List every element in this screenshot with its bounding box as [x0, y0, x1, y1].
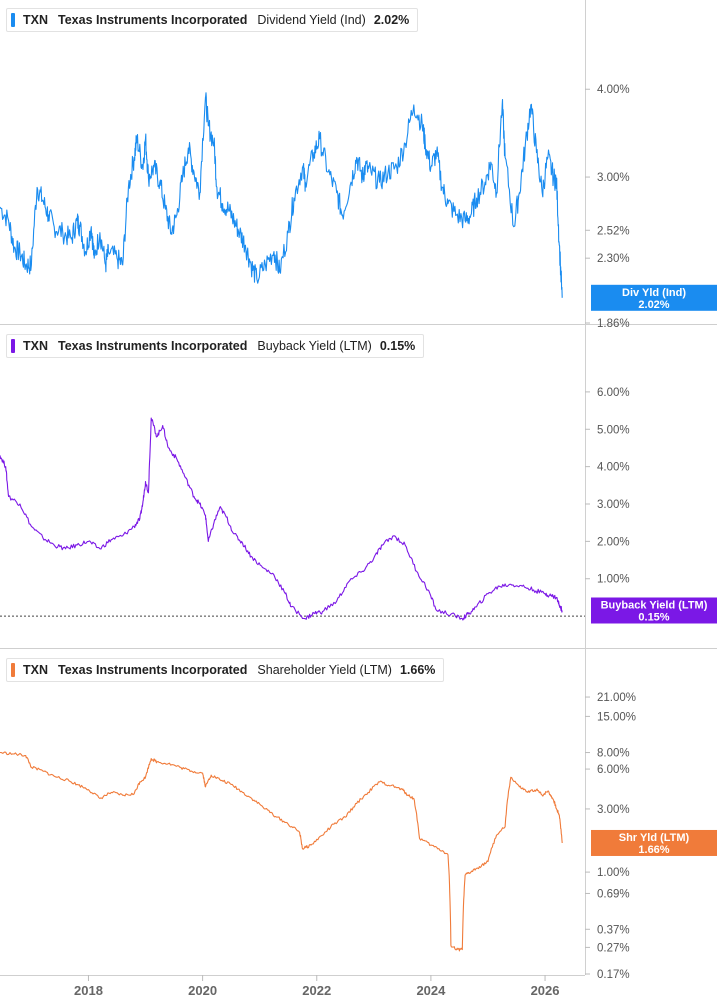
legend-ticker: TXN: [23, 663, 48, 677]
legend-ticker: TXN: [23, 13, 48, 27]
series-line: [0, 417, 563, 621]
badge-value: 2.02%: [638, 299, 669, 311]
y-tick-label: 3.00%: [597, 172, 630, 184]
last-value-badge: [591, 597, 717, 624]
x-tick-label: 2018: [74, 983, 103, 998]
legend-value: 2.02%: [373, 13, 410, 27]
y-tick-label: 2.30%: [597, 253, 630, 265]
y-tick-label: 2.00%: [597, 536, 630, 548]
y-tick-label: 0.37%: [597, 924, 630, 936]
y-tick-label: 3.00%: [597, 499, 630, 511]
legend-company: Texas Instruments Incorporated: [58, 339, 248, 353]
badge-label: Div Yld (Ind): [622, 287, 686, 299]
y-tick-label: 0.17%: [597, 969, 630, 981]
series-line: [0, 751, 563, 952]
y-tick-label: 21.00%: [597, 692, 636, 704]
y-tick-label: 3.00%: [597, 804, 630, 816]
series-layer: [0, 92, 563, 952]
badges-layer: Div Yld (Ind)2.02% Buyback Yield (LTM)0.1…: [591, 284, 717, 856]
y-tick-label: 6.00%: [597, 387, 630, 399]
y-tick-label: 0.27%: [597, 942, 630, 954]
y-tick-label: 15.00%: [597, 711, 636, 723]
legend-company: Texas Instruments Incorporated: [58, 13, 248, 27]
legend-value: 1.66%: [399, 663, 436, 677]
y-tick-label: 1.00%: [597, 867, 630, 879]
legend-metric: Dividend Yield (Ind): [257, 13, 366, 27]
legend-shareholder-yield[interactable]: TXN Texas Instruments Incorporated Share…: [6, 658, 445, 682]
legend-metric: Buyback Yield (LTM): [257, 339, 372, 353]
legend-value: 0.15%: [379, 339, 416, 353]
y-tick-label: 4.00%: [597, 462, 630, 474]
legend-swatch: [11, 13, 15, 27]
last-value-badge: [591, 829, 717, 856]
y-tick-label: 5.00%: [597, 424, 630, 436]
y-tick-label: 1.86%: [597, 318, 630, 330]
y-tick-label: 8.00%: [597, 748, 630, 760]
y-tick-label: 2.52%: [597, 225, 630, 237]
legend-swatch: [11, 663, 15, 677]
y-tick-label: 6.00%: [597, 764, 630, 776]
x-tick-label: 2024: [416, 983, 446, 998]
x-tick-label: 2020: [188, 983, 217, 998]
y-tick-label: 0.69%: [597, 888, 630, 900]
series-line: [0, 92, 563, 298]
y-tick-label: 1.00%: [597, 574, 630, 586]
badge-label: Shr Yld (LTM): [619, 832, 690, 844]
x-tick-label: 2022: [302, 983, 331, 998]
y-tick-label: 4.00%: [597, 84, 630, 96]
legend-dividend-yield[interactable]: TXN Texas Instruments Incorporated Divid…: [6, 8, 419, 32]
badge-value: 1.66%: [638, 844, 669, 856]
legend-swatch: [11, 339, 15, 353]
legend-ticker: TXN: [23, 339, 48, 353]
legend-company: Texas Instruments Incorporated: [58, 663, 248, 677]
legend-metric: Shareholder Yield (LTM): [257, 663, 392, 677]
last-value-badge: [591, 284, 717, 311]
legend-buyback-yield[interactable]: TXN Texas Instruments Incorporated Buyba…: [6, 334, 425, 358]
badge-label: Buyback Yield (LTM): [601, 600, 708, 612]
x-tick-label: 2026: [531, 983, 560, 998]
badge-value: 0.15%: [638, 612, 669, 624]
